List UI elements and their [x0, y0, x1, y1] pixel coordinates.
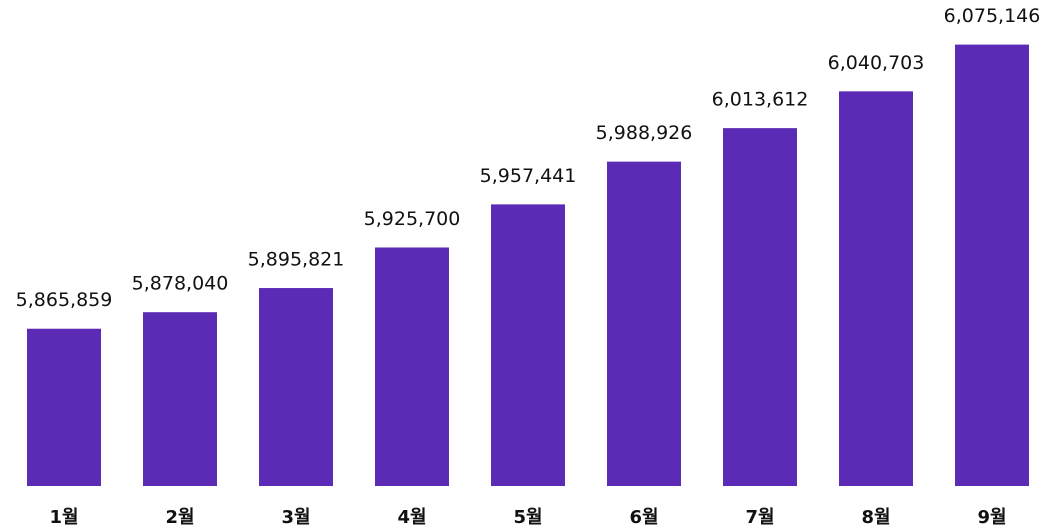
value-label: 5,957,441: [480, 165, 577, 187]
bar: [375, 247, 449, 486]
bar: [723, 128, 797, 486]
x-tick-label: 1월: [49, 507, 78, 528]
value-label: 6,075,146: [944, 5, 1041, 27]
value-label: 6,013,612: [712, 89, 809, 111]
bar: [607, 161, 681, 486]
x-tick-label: 3월: [281, 507, 310, 528]
value-label: 5,865,859: [16, 289, 113, 311]
value-label: 5,895,821: [248, 249, 345, 271]
bar: [491, 204, 565, 487]
x-tick-label: 6월: [629, 507, 658, 528]
value-label: 5,878,040: [132, 273, 229, 295]
x-tick-label: 9월: [977, 507, 1006, 528]
x-tick-label: 5월: [513, 507, 542, 528]
x-tick-label: 8월: [861, 507, 890, 528]
bar: [259, 288, 333, 486]
value-label: 5,925,700: [364, 208, 461, 230]
x-tick-label: 2월: [165, 507, 194, 528]
x-tick-label: 7월: [745, 507, 774, 528]
bar: [27, 328, 101, 486]
value-label: 6,040,703: [828, 52, 925, 74]
bar: [143, 312, 217, 486]
bar: [955, 44, 1029, 487]
value-label: 5,988,926: [596, 122, 693, 144]
x-tick-label: 4월: [397, 507, 426, 528]
bar: [839, 91, 913, 486]
